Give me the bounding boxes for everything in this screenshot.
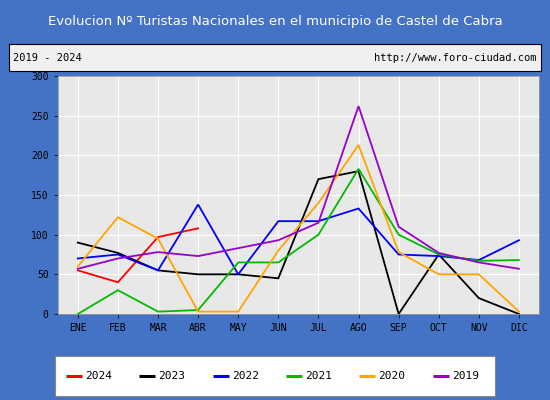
Text: 2020: 2020 xyxy=(378,371,405,381)
Text: 2019 - 2024: 2019 - 2024 xyxy=(13,53,82,63)
Text: 2022: 2022 xyxy=(232,371,258,381)
Text: 2021: 2021 xyxy=(305,371,332,381)
Text: 2019: 2019 xyxy=(452,371,478,381)
Text: 2024: 2024 xyxy=(85,371,112,381)
Text: http://www.foro-ciudad.com: http://www.foro-ciudad.com xyxy=(375,53,537,63)
Text: 2023: 2023 xyxy=(158,371,185,381)
Text: Evolucion Nº Turistas Nacionales en el municipio de Castel de Cabra: Evolucion Nº Turistas Nacionales en el m… xyxy=(48,14,502,28)
